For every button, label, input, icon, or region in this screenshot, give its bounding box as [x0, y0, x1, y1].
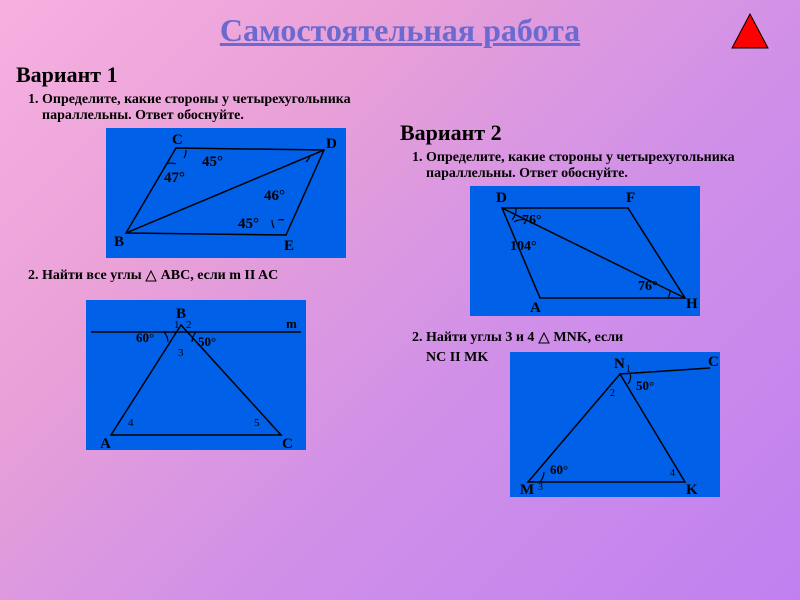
svg-text:A: A [530, 300, 541, 316]
svg-text:B: B [114, 234, 124, 250]
svg-text:1: 1 [174, 319, 180, 331]
svg-text:2: 2 [186, 319, 192, 331]
variant2-heading: Вариант 2 [400, 120, 780, 146]
variant1-column: Вариант 1 Определите, какие стороны у че… [16, 62, 396, 450]
svg-text:50°: 50° [198, 334, 216, 349]
variant2-column: Вариант 2 Определите, какие стороны у че… [400, 120, 780, 497]
svg-text:H: H [686, 296, 698, 312]
v1-task2: Найти все углы АВС, если m II AC [42, 268, 396, 284]
svg-text:C: C [708, 354, 719, 370]
svg-text:50°: 50° [636, 378, 654, 393]
svg-text:D: D [326, 136, 337, 152]
svg-text:104°: 104° [510, 239, 537, 254]
svg-text:E: E [284, 238, 294, 254]
v2-task2: Найти углы 3 и 4 MNK, если [426, 330, 780, 346]
v2-task1: Определите, какие стороны у четырехуголь… [426, 150, 780, 182]
svg-text:C: C [282, 436, 293, 450]
svg-text:K: K [686, 482, 698, 497]
svg-text:76°: 76° [638, 279, 658, 294]
triangle-symbol-icon [538, 332, 550, 344]
svg-text:76°: 76° [522, 213, 542, 228]
svg-text:C: C [172, 132, 183, 148]
svg-text:3: 3 [538, 482, 543, 493]
svg-text:60°: 60° [136, 330, 154, 345]
svg-text:1: 1 [626, 364, 631, 375]
v1-task1: Определите, какие стороны у четырехуголь… [42, 92, 396, 124]
svg-text:F: F [626, 190, 635, 206]
svg-text:4: 4 [670, 468, 675, 479]
svg-text:60°: 60° [550, 462, 568, 477]
v2-figure1: D F A H 76° 104° 76° [470, 186, 700, 316]
svg-text:N: N [614, 356, 625, 372]
svg-text:2: 2 [610, 388, 615, 399]
variant1-heading: Вариант 1 [16, 62, 396, 88]
svg-text:47°: 47° [164, 170, 185, 186]
svg-text:3: 3 [178, 347, 184, 359]
v2-figure2: M N K C 60° 50° 1 2 3 4 [510, 352, 720, 497]
svg-text:4: 4 [128, 417, 134, 429]
svg-text:45°: 45° [202, 154, 223, 170]
svg-text:A: A [100, 436, 111, 450]
red-triangle-icon [730, 12, 770, 52]
svg-text:m: m [286, 316, 297, 331]
triangle-symbol-icon [145, 270, 157, 282]
svg-text:45°: 45° [238, 216, 259, 232]
svg-text:M: M [520, 482, 534, 497]
v1-figure1: C D B E 47° 45° 46° 45° [106, 128, 346, 258]
page-title: Самостоятельная работа [0, 0, 800, 49]
svg-text:D: D [496, 190, 507, 206]
v1-figure2: B A C m 60° 50° 1 2 3 4 5 [86, 300, 306, 450]
svg-text:5: 5 [254, 417, 260, 429]
svg-text:46°: 46° [264, 188, 285, 204]
